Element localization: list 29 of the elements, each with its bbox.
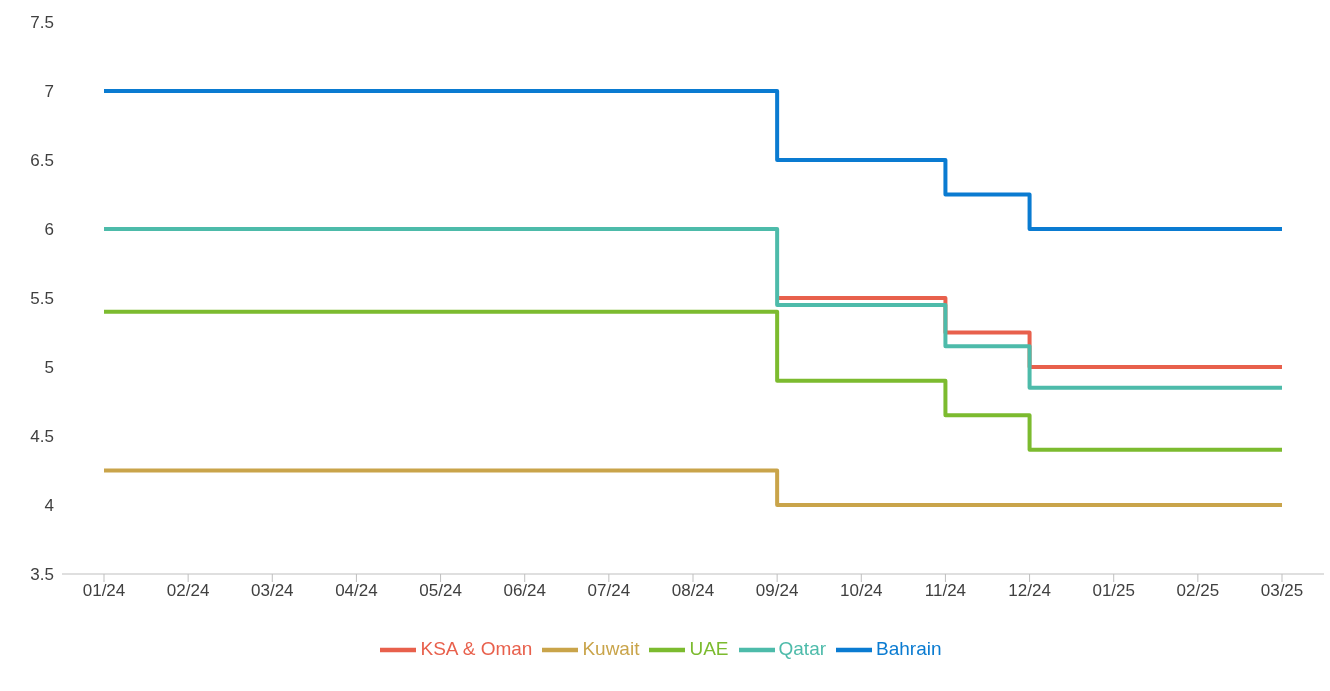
y-tick-label: 4.5: [30, 427, 54, 447]
x-tick-label: 01/24: [82, 581, 126, 601]
y-tick-label: 5: [44, 358, 54, 378]
y-tick-label: 6.5: [30, 151, 54, 171]
x-tick-label: 02/25: [1176, 581, 1220, 601]
x-tick-label: 02/24: [166, 581, 210, 601]
y-tick-label: 6: [44, 220, 54, 240]
x-tick-label: 01/25: [1092, 581, 1135, 601]
x-tick-label: 10/24: [840, 581, 883, 601]
legend-label: Kuwait: [582, 638, 640, 660]
x-tick-label: 04/24: [335, 581, 378, 601]
y-tick-label: 7.5: [30, 13, 54, 33]
x-tick-label: 08/24: [671, 581, 715, 601]
y-tick-label: 3.5: [30, 565, 54, 585]
x-tick-label: 03/25: [1260, 581, 1304, 601]
x-tick-label: 12/24: [1008, 581, 1051, 601]
legend-label: KSA & Oman: [420, 638, 533, 660]
y-tick-label: 7: [44, 82, 54, 102]
x-tick-label: 07/24: [587, 581, 631, 601]
legend-label: Bahrain: [876, 638, 942, 660]
x-tick-label: 09/24: [755, 581, 799, 601]
legend-label: Qatar: [778, 638, 827, 660]
x-tick-label: 05/24: [419, 581, 462, 601]
x-tick-label: 06/24: [503, 581, 546, 601]
legend-label: UAE: [689, 638, 729, 660]
x-tick-label: 11/24: [924, 581, 967, 601]
x-tick-label: 03/24: [251, 581, 294, 601]
y-tick-label: 5.5: [30, 289, 54, 309]
y-tick-label: 4: [44, 496, 54, 516]
